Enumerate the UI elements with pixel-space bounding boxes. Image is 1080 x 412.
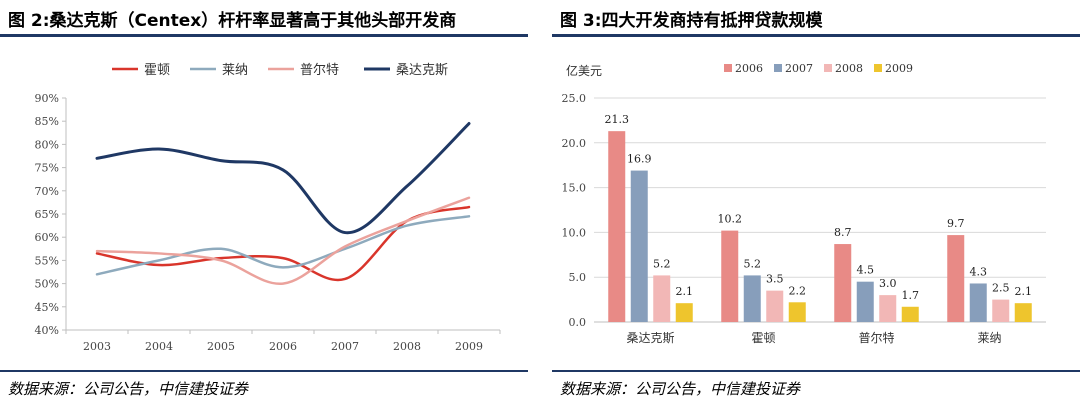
legend-label: 霍顿 (144, 63, 170, 78)
title-divider (552, 34, 1080, 37)
data-label: 3.5 (766, 273, 784, 286)
y-tick-label: 70% (35, 185, 59, 198)
y-tick-label: 15.0 (562, 182, 587, 195)
data-label: 2.1 (676, 285, 694, 298)
left-figure: 图 2:桑达克斯（Centex）杆杆率显著高于其他头部开发商 40% 45% 50%… (0, 0, 528, 412)
bar-2009 (675, 303, 693, 322)
x-tick-label: 霍顿 (751, 331, 775, 345)
bar-chart: 0.0 5.0 10.0 15.0 20.0 25.0 亿美元 21.3 16.9 5.2 2.1 桑… (562, 62, 1046, 345)
data-label: 2.1 (1015, 285, 1033, 298)
legend-swatch (774, 64, 782, 72)
bar-2006 (947, 235, 965, 322)
source-note: 数据来源：公司公告，中信建投证券 (8, 380, 249, 398)
y-tick-label: 80% (35, 138, 59, 151)
bottom-divider (0, 370, 528, 372)
y-tick-label: 45% (35, 301, 59, 314)
legend-label: 2009 (885, 62, 913, 75)
figure-title: 图 3:四大开发商持有抵押贷款规模 (560, 11, 823, 31)
bar-2009 (901, 306, 919, 322)
data-label: 10.2 (718, 213, 743, 226)
bar-2006 (721, 230, 739, 322)
x-tick-label: 2008 (393, 340, 421, 353)
data-label: 9.7 (947, 217, 965, 230)
data-label: 21.3 (605, 113, 630, 126)
bar-2006 (834, 244, 852, 322)
y-tick-label: 10.0 (562, 226, 587, 239)
data-label: 8.7 (834, 226, 852, 239)
line-chart: 40% 45% 50% 55% 60% 65% 70% 75% 80% 85% 90% 2003 200… (35, 63, 501, 353)
x-tick-label: 桑达克斯 (626, 331, 674, 345)
y-tick-label: 60% (35, 231, 59, 244)
data-label: 2.5 (992, 282, 1010, 295)
y-tick-label: 65% (35, 208, 59, 221)
x-tick-label: 2004 (145, 340, 173, 353)
x-tick-label: 2005 (207, 340, 235, 353)
x-tick-label: 2006 (269, 340, 297, 353)
legend-swatch (724, 64, 732, 72)
x-tick-label: 莱纳 (977, 331, 1001, 345)
x-tick-label: 2007 (331, 340, 359, 353)
bar-2008 (766, 290, 784, 322)
bar-2009 (788, 302, 806, 322)
data-label: 4.3 (970, 265, 988, 278)
source-note: 数据来源：公司公告，中信建投证券 (560, 380, 801, 398)
y-tick-label: 25.0 (562, 92, 587, 105)
bar-2006 (608, 131, 626, 322)
bottom-divider (552, 370, 1080, 372)
x-tick-label: 普尔特 (858, 330, 894, 345)
x-tick-label: 2009 (455, 340, 483, 353)
legend-label: 桑达克斯 (396, 63, 448, 78)
bar-2007 (969, 283, 987, 322)
right-figure: 图 3:四大开发商持有抵押贷款规模 0.0 5.0 10.0 15.0 20.0 25.0… (552, 0, 1080, 412)
y-tick-label: 5.0 (569, 271, 587, 284)
y-tick-label: 40% (35, 324, 59, 337)
x-tick-label: 2003 (83, 340, 111, 353)
data-label: 2.2 (789, 284, 807, 297)
bar-2007 (743, 275, 761, 322)
data-label: 3.0 (879, 277, 897, 290)
data-label: 16.9 (627, 153, 652, 166)
y-axis-unit-label: 亿美元 (566, 63, 602, 78)
legend-swatch (874, 64, 882, 72)
y-tick-label: 50% (35, 278, 59, 291)
y-tick-label: 0.0 (569, 316, 587, 329)
y-tick-label: 55% (35, 254, 59, 267)
data-label: 4.5 (857, 264, 875, 277)
y-tick-label: 20.0 (562, 137, 587, 150)
bar-2008 (992, 299, 1010, 322)
y-tick-label: 85% (35, 115, 59, 128)
data-label: 5.2 (653, 257, 671, 270)
bar-2007 (630, 170, 648, 322)
bar-2007 (856, 281, 874, 322)
title-divider (0, 34, 528, 37)
bar-2008 (879, 295, 897, 322)
legend-label: 莱纳 (222, 63, 248, 78)
series-line-3 (95, 196, 471, 285)
y-tick-label: 90% (35, 92, 59, 105)
legend-label: 2006 (735, 62, 763, 75)
legend-swatch (824, 64, 832, 72)
series-line-2 (95, 215, 471, 276)
y-tick-label: 75% (35, 162, 59, 175)
series-line-4 (95, 122, 471, 235)
bar-2008 (653, 275, 671, 322)
bar-2009 (1014, 303, 1032, 322)
data-label: 5.2 (744, 257, 762, 270)
data-label: 1.7 (902, 289, 920, 302)
legend-label: 普尔特 (300, 63, 339, 78)
legend-label: 2007 (785, 62, 813, 75)
legend-label: 2008 (835, 62, 863, 75)
figure-title: 图 2:桑达克斯（Centex）杆杆率显著高于其他头部开发商 (8, 11, 457, 31)
